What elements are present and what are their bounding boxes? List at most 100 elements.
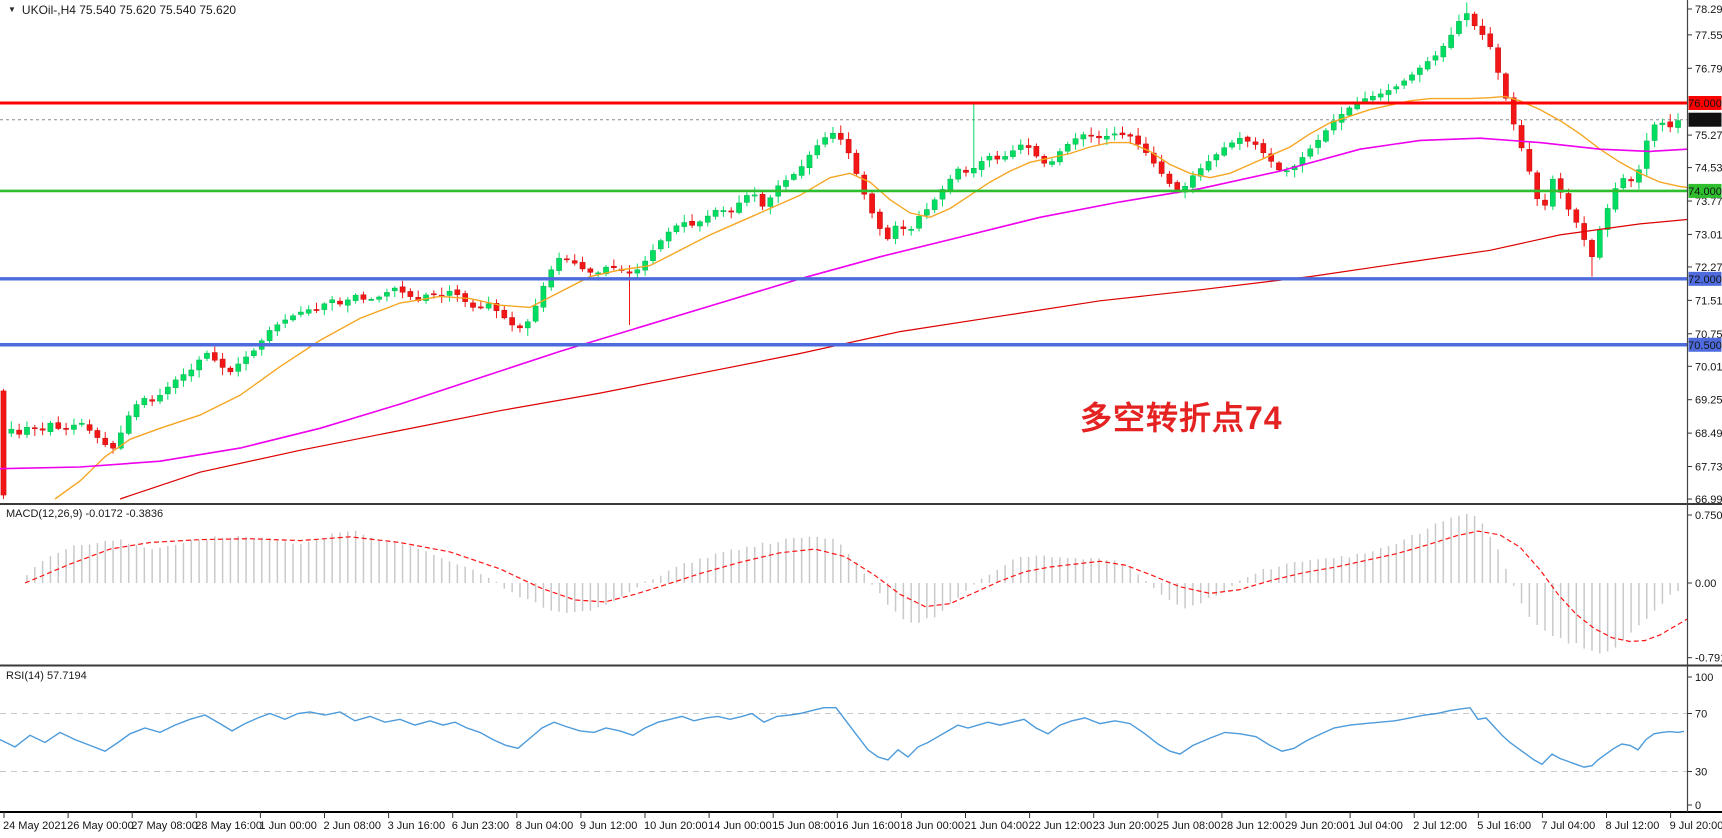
time-axis-label[interactable]: 23 Jun 20:00 — [1093, 820, 1157, 832]
candle-body — [149, 399, 155, 402]
candle-body — [16, 429, 22, 435]
time-axis-label[interactable]: 25 Jun 08:00 — [1157, 820, 1221, 832]
time-axis-label[interactable]: 7 Jul 04:00 — [1541, 820, 1595, 832]
price-axis-label: 71.510 — [1695, 295, 1722, 307]
time-axis-label[interactable]: 28 Jun 12:00 — [1221, 820, 1285, 832]
symbol-dropdown-icon[interactable]: ▼ — [8, 5, 16, 14]
time-axis-label[interactable]: 16 Jun 16:00 — [836, 820, 900, 832]
price-axis-label: 75.270 — [1695, 130, 1722, 142]
candle-body — [1377, 93, 1384, 98]
time-axis-label[interactable]: 5 Jul 16:00 — [1477, 820, 1531, 832]
candle-body — [884, 227, 891, 240]
candle-body — [1150, 152, 1157, 164]
candle-body — [141, 398, 148, 406]
candle-body — [1260, 143, 1267, 154]
time-axis-label[interactable]: 2 Jul 12:00 — [1413, 820, 1467, 832]
candle-body — [211, 352, 218, 361]
price-badge-72.000-text: 72.000 — [1688, 274, 1722, 286]
candle-body — [939, 189, 946, 200]
candle-body — [196, 359, 202, 371]
candle-body — [751, 194, 758, 197]
candle-body — [1190, 175, 1196, 188]
candle-body — [290, 315, 296, 321]
candle-body — [798, 166, 805, 176]
time-axis-label[interactable]: 18 Jun 00:00 — [900, 820, 964, 832]
candle-body — [1064, 144, 1071, 152]
candle-body — [1072, 138, 1079, 145]
candle-body — [470, 302, 476, 308]
time-axis-label[interactable]: 26 May 00:00 — [67, 820, 134, 832]
candle-body — [673, 225, 680, 232]
time-axis-label[interactable]: 10 Jun 20:00 — [644, 820, 708, 832]
time-axis-label[interactable]: 14 Jun 00:00 — [708, 820, 772, 832]
candle-body — [39, 428, 46, 431]
price-axis-label: 68.490 — [1695, 428, 1722, 440]
chart-text-annotation[interactable]: 多空转折点74 — [1080, 400, 1283, 436]
candle-body — [791, 174, 797, 180]
time-axis-label[interactable]: 3 Jun 16:00 — [388, 820, 446, 832]
time-axis-label[interactable]: 8 Jun 04:00 — [516, 820, 574, 832]
time-axis-label[interactable]: 24 May 2021 — [3, 820, 67, 832]
candle-body — [783, 180, 789, 187]
candle-body — [611, 265, 617, 268]
candle-body — [431, 293, 437, 296]
candle-body — [1088, 134, 1094, 137]
candle-body — [1096, 135, 1102, 139]
candle-body — [204, 352, 210, 359]
time-axis-label[interactable]: 15 Jun 08:00 — [772, 820, 836, 832]
candle-body — [243, 356, 249, 364]
rsi-axis-label: 100 — [1695, 672, 1713, 684]
candle-body — [219, 358, 226, 368]
candle-body — [407, 291, 414, 297]
candle-body — [517, 325, 523, 329]
time-axis-label[interactable]: 6 Jun 23:00 — [452, 820, 510, 832]
macd-pane[interactable] — [24, 513, 1687, 654]
candle-body — [626, 271, 633, 274]
candle-body — [1205, 161, 1212, 171]
candle-body — [1636, 169, 1642, 183]
time-axis-label[interactable]: 22 Jun 12:00 — [1029, 820, 1093, 832]
price-axis-label: 66.990 — [1695, 494, 1722, 506]
candle-body — [1370, 96, 1376, 101]
candle-body — [806, 154, 813, 169]
candle-body — [0, 390, 7, 496]
candle-body — [658, 240, 664, 250]
candle-body — [94, 430, 101, 438]
candle-body — [274, 324, 281, 332]
main-price-pane[interactable] — [0, 2, 1687, 500]
candle-body — [1268, 153, 1274, 162]
candle-body — [298, 311, 304, 315]
time-axis-label[interactable]: 8 Jul 12:00 — [1606, 820, 1660, 832]
time-axis-label[interactable]: 27 May 08:00 — [131, 820, 198, 832]
time-axis-label[interactable]: 9 Jun 12:00 — [580, 820, 638, 832]
time-axis-label[interactable]: 28 May 16:00 — [195, 820, 262, 832]
candle-body — [165, 386, 171, 395]
time-axis-label[interactable]: 29 Jun 20:00 — [1285, 820, 1349, 832]
price-axis-label: 73.770 — [1695, 196, 1722, 208]
candle-body — [1557, 178, 1564, 193]
candle-body — [251, 350, 257, 356]
candle-body — [955, 168, 961, 180]
candle-body — [509, 317, 515, 326]
candle-body — [814, 145, 821, 156]
candle-body — [360, 294, 367, 300]
rsi-pane[interactable] — [0, 706, 1687, 772]
candle-body — [1424, 61, 1431, 70]
price-badge-76.000-text: 76.000 — [1688, 98, 1722, 110]
chart-title-text: UKOil-,H4 75.540 75.620 75.540 75.620 — [21, 3, 237, 17]
candle-body — [1651, 124, 1658, 141]
time-axis-label[interactable]: 21 Jun 04:00 — [965, 820, 1029, 832]
candle-body — [78, 423, 85, 425]
candle-body — [704, 215, 711, 223]
candle-body — [1174, 182, 1181, 191]
price-axis-label: 70.010 — [1695, 361, 1722, 373]
time-axis-label[interactable]: 9 Jul 20:00 — [1670, 820, 1722, 832]
time-axis-label[interactable]: 2 Jun 08:00 — [324, 820, 382, 832]
candle-body — [384, 292, 390, 297]
candle-body — [767, 197, 774, 207]
time-axis-label[interactable]: 1 Jun 00:00 — [259, 820, 317, 832]
candle-body — [963, 169, 969, 173]
time-axis-label[interactable]: 1 Jul 04:00 — [1349, 820, 1403, 832]
